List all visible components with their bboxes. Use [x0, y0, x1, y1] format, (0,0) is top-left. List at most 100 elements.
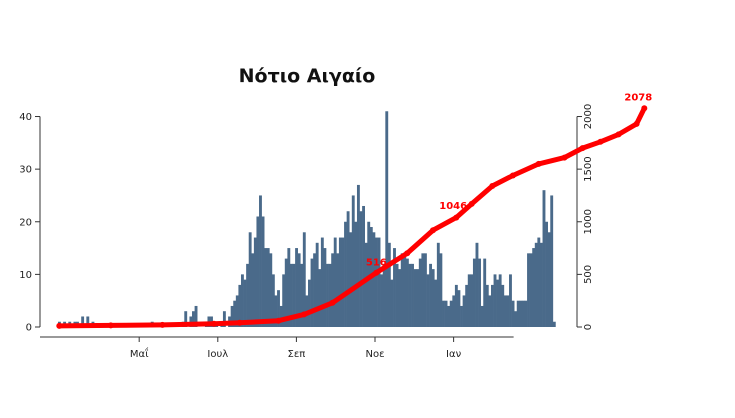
- bar: [501, 284, 505, 327]
- line-point: [107, 322, 114, 329]
- line-point: [159, 321, 166, 328]
- bar: [480, 305, 484, 327]
- bar: [238, 284, 242, 327]
- bottom-axis: Μαΐ Ιουλ Σεπ Νοε Ιαν: [40, 336, 514, 360]
- bar: [259, 195, 262, 327]
- bar: [439, 253, 443, 327]
- line-point: [56, 322, 63, 329]
- bar: [385, 111, 389, 327]
- bar: [539, 242, 543, 327]
- bar: [457, 290, 461, 327]
- bar: [194, 305, 198, 327]
- bar: [341, 237, 345, 327]
- bar: [246, 263, 250, 327]
- bar: [390, 279, 394, 327]
- bar: [452, 295, 456, 327]
- bar: [552, 321, 556, 327]
- bar: [449, 300, 453, 327]
- line-point: [301, 311, 308, 318]
- line-point: [615, 131, 622, 138]
- bar: [506, 295, 510, 327]
- chart-title: Νότιο Αιγαίο: [239, 65, 376, 87]
- line-point: [509, 172, 516, 179]
- bar: [86, 316, 90, 327]
- bar: [243, 279, 247, 327]
- bar: [331, 253, 335, 327]
- bar: [354, 221, 358, 327]
- bar: [233, 300, 237, 327]
- left-tick-label: 10: [19, 270, 32, 281]
- bar: [524, 300, 528, 327]
- bar: [545, 221, 548, 327]
- bar: [289, 263, 293, 327]
- line-point: [329, 299, 336, 306]
- bar: [300, 263, 304, 327]
- right-tick-label: 500: [583, 265, 594, 284]
- bar: [264, 248, 268, 327]
- bar: [248, 232, 252, 327]
- bar: [344, 221, 347, 327]
- bar: [485, 284, 489, 327]
- bar: [519, 300, 523, 327]
- cumulative-line-series: [56, 105, 648, 329]
- bar: [292, 263, 296, 327]
- bar: [431, 269, 435, 327]
- bar: [377, 237, 381, 327]
- line-point: [275, 317, 282, 324]
- bar: [426, 274, 430, 327]
- bottom-tick-label: Νοε: [366, 349, 385, 360]
- bar: [398, 269, 402, 327]
- bar: [315, 242, 319, 327]
- bar: [189, 316, 193, 327]
- bar: [460, 305, 463, 327]
- bar: [302, 232, 306, 327]
- left-tick-label: 0: [26, 323, 32, 334]
- line-point: [489, 183, 496, 189]
- bar: [423, 253, 427, 327]
- cumulative-line: [56, 105, 647, 329]
- bar: [493, 274, 497, 327]
- line-point: [430, 227, 436, 234]
- bar: [547, 232, 551, 327]
- bar: [475, 242, 479, 327]
- bar: [192, 311, 195, 327]
- bar: [483, 258, 487, 327]
- line-point: [579, 145, 586, 152]
- line-point: [641, 105, 648, 112]
- bottom-tick-label: Ιουλ: [207, 349, 228, 360]
- bar: [346, 211, 350, 327]
- bar: [408, 263, 412, 327]
- line-point: [633, 120, 640, 127]
- right-tick-label: 1000: [583, 209, 594, 234]
- bar: [490, 284, 494, 327]
- line-point: [468, 200, 475, 207]
- line-point: [535, 160, 542, 167]
- left-tick-label: 20: [19, 217, 32, 228]
- bar: [269, 253, 273, 327]
- bar: [326, 263, 329, 327]
- bar: [356, 184, 360, 327]
- left-tick-label: 30: [19, 165, 32, 176]
- bar: [256, 216, 260, 327]
- bottom-tick-label: Μαΐ: [130, 346, 149, 360]
- point-label: 2078: [624, 92, 652, 103]
- bar: [336, 253, 340, 327]
- bar: [362, 205, 365, 327]
- bar: [496, 279, 500, 327]
- bar: [405, 258, 409, 327]
- bar: [534, 242, 538, 327]
- bar: [527, 253, 530, 327]
- bar: [333, 237, 337, 327]
- bar: [542, 190, 546, 327]
- bar: [436, 242, 440, 327]
- bar: [465, 284, 469, 327]
- bar: [349, 232, 353, 327]
- point-labels: 516 1046 2078: [366, 92, 652, 268]
- bar: [521, 300, 525, 327]
- right-tick-label: 1500: [583, 156, 594, 181]
- line-point: [561, 154, 568, 161]
- bar: [282, 274, 286, 327]
- bar: [297, 253, 301, 327]
